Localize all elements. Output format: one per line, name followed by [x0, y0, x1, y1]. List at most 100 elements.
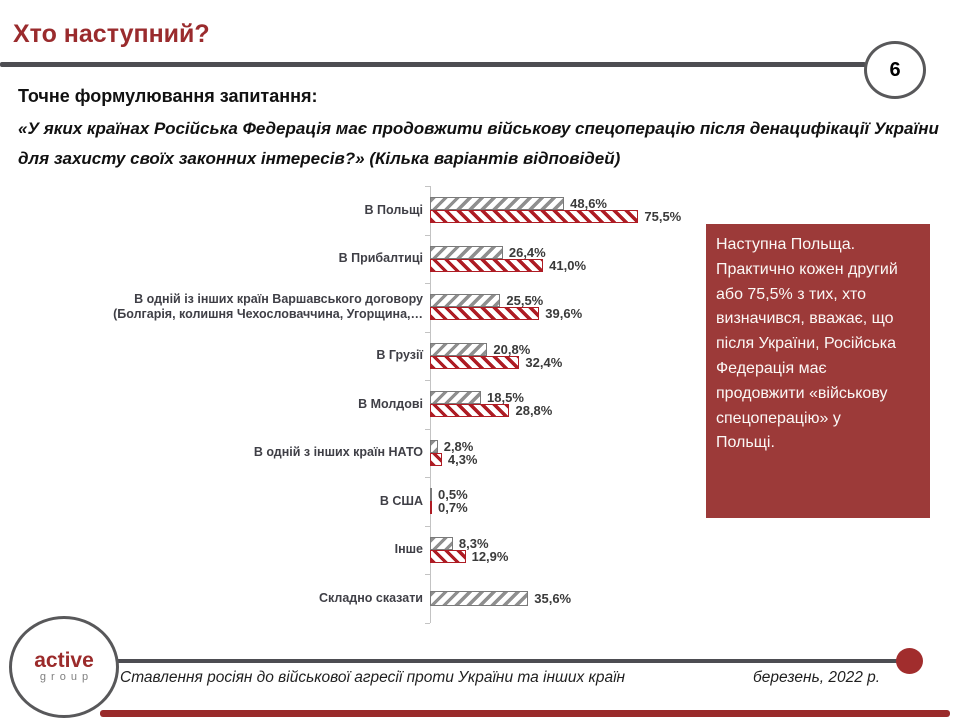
red-bar-value: 0,7% [438, 500, 468, 516]
chart-row: В Молдові 18,5% 28,8% [95, 380, 695, 429]
category-label: В США [379, 493, 423, 508]
red-bar-line: 4,3% [430, 451, 478, 467]
category-label: В Прибалтиці [338, 251, 423, 266]
gray-bar-value: 35,6% [534, 590, 572, 606]
red-bar [430, 258, 544, 272]
question-text: «У яких країнах Російська Федерація має … [18, 119, 939, 168]
bar-group: 20,8% 32,4% [430, 341, 563, 370]
red-bar [430, 307, 540, 321]
bar-group: 48,6% 75,5% [430, 196, 682, 225]
gray-bar-line: 35,6% [430, 590, 572, 606]
red-bar [430, 210, 639, 224]
gray-bar-line: 8,3% [430, 535, 508, 551]
red-bar [430, 549, 466, 563]
gray-bar-line: 18,5% [430, 390, 552, 406]
bottom-accent-bar [100, 710, 950, 717]
footer-dot-icon [896, 648, 923, 674]
category-label: Складно сказати [318, 590, 423, 605]
red-bar-line: 28,8% [430, 403, 553, 419]
gray-bar [430, 391, 482, 405]
red-bar-line: 0,7% [430, 500, 468, 516]
red-bar-line: 75,5% [430, 209, 682, 225]
red-bar-value: 4,3% [447, 451, 478, 467]
category-label: В Грузії [376, 348, 423, 363]
page-number-badge: 6 [864, 41, 926, 99]
axis-tick [425, 477, 430, 478]
axis-tick [425, 428, 430, 430]
footer-divider [112, 659, 904, 663]
gray-bar-value: 18,5% [487, 390, 524, 406]
category-label: В Молдові [358, 396, 423, 411]
chart-row: В США 0,5% 0,7% [95, 477, 695, 526]
red-bar-value: 28,8% [515, 403, 553, 419]
category-label: В одній із інших країн Варшавського дого… [113, 292, 423, 322]
gray-bar [430, 590, 529, 606]
category-label: В одній з інших країн НАТО [253, 445, 423, 460]
gray-bar-line: 26,4% [430, 244, 586, 260]
category-label: В Польщі [364, 202, 423, 217]
gray-bar-value: 48,6% [570, 196, 607, 212]
red-bar [430, 355, 520, 369]
gray-bar [430, 245, 503, 259]
gray-bar-line: 0,5% [430, 487, 468, 503]
gray-bar [430, 342, 488, 356]
gray-bar-value: 26,4% [508, 244, 546, 260]
footer-source-text: Ставлення росіян до військової агресії п… [120, 669, 626, 686]
axis-tick [425, 186, 430, 187]
red-bar [430, 404, 510, 418]
red-bar-value: 32,4% [525, 354, 563, 370]
bar-chart: В Польщі 48,6% 75,5% В Прибалтиці 26,4% 41,0%… [95, 186, 695, 624]
active-group-logo: active group [9, 616, 119, 718]
bar-group: 0,5% 0,7% [430, 487, 468, 516]
axis-tick [425, 574, 430, 575]
gray-bar-value: 8,3% [458, 535, 489, 551]
chart-row: В Грузії 20,8% 32,4% [95, 332, 695, 381]
chart-row: Складно сказати 35,6% [95, 574, 695, 623]
red-bar [430, 452, 442, 466]
gray-bar-value: 25,5% [506, 293, 544, 309]
axis-tick [425, 380, 430, 381]
question-label: Точне формулювання запитання: [18, 86, 318, 106]
callout-text: Наступна Польща. Практично кожен другий … [716, 236, 898, 452]
bar-group: 35,6% [430, 590, 572, 606]
page-number: 6 [889, 58, 901, 81]
gray-bar-value: 0,5% [438, 487, 468, 503]
axis-tick [425, 331, 430, 333]
gray-bar-line: 25,5% [430, 293, 582, 309]
gray-bar-line: 20,8% [430, 341, 562, 357]
gray-bar [430, 488, 432, 502]
gray-bar [430, 536, 453, 550]
red-bar [430, 501, 432, 515]
gray-bar-value: 2,8% [443, 438, 474, 454]
bar-group: 25,5% 39,6% [430, 293, 583, 322]
bar-group: 2,8% 4,3% [430, 438, 478, 467]
red-bar-line: 32,4% [430, 354, 563, 370]
gray-bar-line: 2,8% [430, 438, 478, 454]
gray-bar [430, 294, 501, 308]
chart-row: В одній із інших країн Варшавського дого… [95, 283, 695, 332]
red-bar-value: 12,9% [471, 548, 509, 564]
chart-row: В Прибалтиці 26,4% 41,0% [95, 235, 695, 284]
bar-group: 18,5% 28,8% [430, 390, 553, 419]
page-title: Хто наступний? [13, 20, 210, 48]
axis-tick [425, 234, 430, 236]
chart-row: В Польщі 48,6% 75,5% [95, 186, 695, 235]
logo-text-group: group [39, 670, 94, 683]
red-bar-value: 39,6% [545, 306, 583, 322]
chart-row: В одній з інших країн НАТО 2,8% 4,3% [95, 429, 695, 478]
axis-tick [425, 525, 430, 527]
gray-bar-line: 48,6% [430, 196, 681, 212]
chart-row: Інше 8,3% 12,9% [95, 526, 695, 575]
red-bar-line: 41,0% [430, 258, 586, 273]
category-label: Інше [394, 542, 423, 557]
red-bar-value: 75,5% [644, 209, 682, 225]
title-divider [0, 62, 866, 67]
gray-bar-value: 20,8% [493, 341, 531, 357]
gray-bar [430, 197, 565, 211]
axis-tick [425, 283, 430, 284]
bar-group: 26,4% 41,0% [430, 244, 586, 273]
callout-box: Наступна Польща. Практично кожен другий … [706, 224, 930, 518]
gray-bar [430, 439, 438, 453]
logo-text-active: active [34, 648, 94, 672]
